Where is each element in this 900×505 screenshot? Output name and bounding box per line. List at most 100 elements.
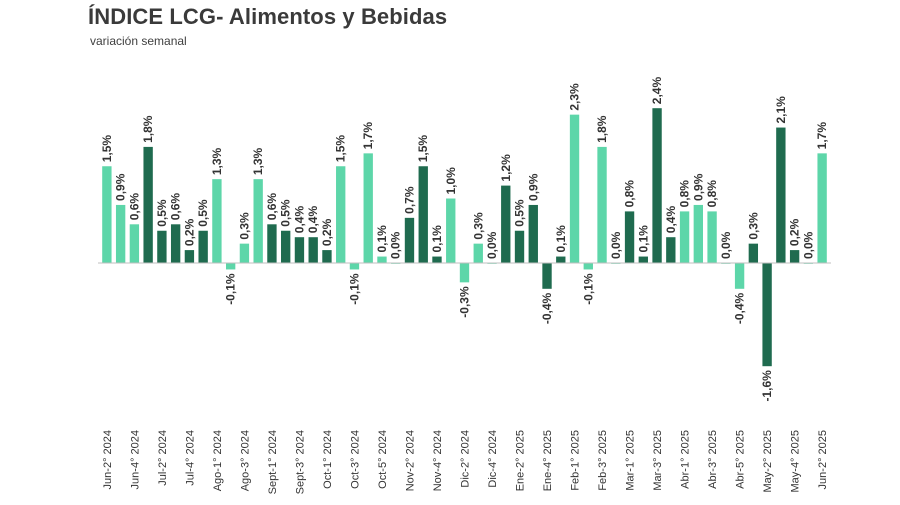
x-tick-label: Abr-1° 2025 (680, 430, 692, 489)
bar (377, 256, 387, 263)
data-label: 0,0% (609, 231, 623, 259)
data-label: 0,1% (636, 225, 650, 253)
bar (239, 243, 250, 263)
data-label: -1,6% (760, 370, 774, 402)
bar (734, 263, 745, 289)
data-label: 0,9% (691, 173, 705, 201)
data-label: 0,2% (320, 218, 334, 246)
data-label: 0,3% (237, 212, 251, 240)
bar (225, 263, 236, 270)
x-tick-label: Abr-3° 2025 (707, 430, 719, 489)
data-label: 1,3% (210, 147, 224, 175)
x-tick-label: Oct-3° 2024 (349, 430, 361, 489)
bar (157, 230, 167, 263)
x-tick-label: Jun-4° 2024 (129, 430, 141, 489)
bar (336, 166, 346, 263)
x-tick-label: Ene-2° 2025 (515, 430, 527, 491)
data-label: 0,5% (155, 199, 169, 227)
data-label: -0,3% (458, 286, 472, 318)
data-label: 0,8% (705, 180, 719, 208)
bar (446, 198, 456, 263)
bar (143, 146, 153, 263)
data-label: 1,0% (444, 167, 458, 195)
bar (363, 153, 373, 263)
data-label: 0,3% (471, 212, 485, 240)
x-tick-label: Dic-2° 2024 (460, 430, 472, 488)
x-tick-label: Feb-3° 2025 (597, 430, 609, 491)
data-label: 0,3% (746, 212, 760, 240)
bar (679, 211, 690, 263)
x-tick-label: Mar-3° 2025 (652, 430, 664, 491)
data-label: 0,8% (623, 180, 637, 208)
data-label: -0,4% (733, 292, 747, 324)
data-label: 0,4% (664, 206, 678, 234)
bar (666, 237, 676, 263)
x-tick-label: Nov-4° 2024 (432, 430, 444, 491)
x-tick-label: Oct-1° 2024 (322, 430, 334, 489)
data-label: 0,0% (801, 231, 815, 259)
data-label: 0,2% (182, 218, 196, 246)
x-tick-label: Nov-2° 2024 (404, 430, 416, 491)
bar (776, 127, 786, 263)
bar (583, 263, 593, 270)
bar (322, 250, 332, 263)
bar (528, 204, 538, 263)
x-tick-label: Feb-1° 2025 (570, 430, 582, 491)
data-label: 2,1% (774, 96, 788, 124)
x-tick-label: Ene-4° 2025 (542, 430, 554, 491)
x-tick-label: Dic-4° 2024 (487, 430, 499, 488)
bar (459, 263, 470, 283)
data-label: 0,5% (279, 199, 293, 227)
x-tick-label: Ago-3° 2024 (239, 430, 251, 491)
data-label: 0,6% (127, 193, 141, 221)
x-tick-label: Ago-1° 2024 (212, 430, 224, 491)
data-label: 0,1% (430, 225, 444, 253)
bar (267, 224, 277, 263)
data-label: -0,4% (540, 292, 554, 324)
bar (115, 204, 126, 263)
data-label: 0,4% (292, 206, 306, 234)
bar (184, 250, 195, 263)
data-label: 2,3% (568, 83, 582, 111)
bar (253, 179, 263, 263)
data-label: 0,9% (114, 173, 128, 201)
bar (789, 250, 800, 263)
data-label: 0,1% (375, 225, 389, 253)
data-label: 1,7% (361, 122, 375, 150)
x-tick-label: Jun-2° 2025 (817, 430, 829, 489)
bar (198, 230, 208, 263)
bar (817, 153, 827, 263)
bar (624, 211, 635, 263)
x-tick-label: May-2° 2025 (762, 430, 774, 493)
data-label: 1,8% (141, 115, 155, 143)
data-label: 0,5% (513, 199, 527, 227)
data-label: 1,5% (100, 135, 114, 163)
data-label: 0,4% (306, 206, 320, 234)
bar (473, 243, 483, 263)
data-label: -0,1% (347, 273, 361, 305)
data-label: 0,0% (389, 231, 403, 259)
bar (349, 263, 360, 270)
data-label: 0,7% (402, 186, 416, 214)
x-tick-label: Mar-1° 2025 (625, 430, 637, 491)
bar (542, 263, 552, 289)
bar (748, 243, 759, 263)
data-label: 0,5% (196, 199, 210, 227)
data-label: 2,4% (650, 77, 664, 105)
bar (129, 224, 140, 263)
x-tick-label: May-4° 2025 (790, 430, 802, 493)
data-label: 0,0% (719, 231, 733, 259)
bar (652, 108, 662, 263)
bar (597, 146, 607, 263)
data-label: 0,6% (169, 193, 183, 221)
x-tick-label: Sept-1° 2024 (267, 430, 279, 494)
x-tick-label: Sept-3° 2024 (294, 430, 306, 494)
data-label: 1,3% (251, 147, 265, 175)
data-label: 0,2% (788, 218, 802, 246)
bar (212, 179, 222, 263)
bar (707, 211, 717, 263)
bar (294, 237, 305, 263)
bar (693, 204, 703, 263)
data-label: -0,1% (224, 273, 238, 305)
